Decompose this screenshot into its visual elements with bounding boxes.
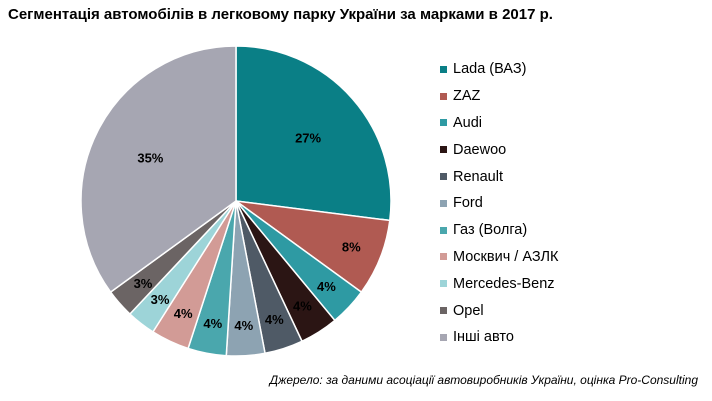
slice-label-9: 3%: [134, 276, 153, 291]
legend-label: Інші авто: [453, 329, 514, 346]
slice-label-0: 27%: [295, 130, 321, 145]
legend-swatch: [440, 333, 447, 341]
slice-label-1: 8%: [342, 240, 361, 255]
slice-label-2: 4%: [317, 279, 336, 294]
legend-swatch: [440, 65, 447, 73]
legend-label: Ford: [453, 195, 483, 212]
legend: Lada (ВАЗ) ZAZ Audi Daewoo Renault Ford Газ (В…: [440, 56, 558, 351]
slice-label-10: 35%: [137, 150, 163, 165]
slice-label-5: 4%: [234, 318, 253, 333]
legend-item-1: ZAZ: [440, 83, 558, 110]
legend-item-10: Інші авто: [440, 324, 558, 351]
slice-label-3: 4%: [293, 299, 312, 314]
legend-item-2: Audi: [440, 110, 558, 137]
legend-item-4: Renault: [440, 163, 558, 190]
legend-swatch: [440, 199, 447, 207]
legend-label: Audi: [453, 114, 483, 131]
legend-item-8: Mercedes-Benz: [440, 270, 558, 297]
legend-item-3: Daewoo: [440, 136, 558, 163]
legend-swatch: [440, 280, 447, 288]
legend-label: Газ (Волга): [453, 222, 528, 239]
legend-item-7: Москвич / АЗЛК: [440, 244, 558, 271]
slice-label-4: 4%: [265, 312, 284, 327]
legend-label: Mercedes-Benz: [453, 275, 555, 292]
legend-swatch: [440, 146, 447, 154]
pie-slice-0: [235, 45, 392, 222]
legend-swatch: [440, 253, 447, 261]
legend-label: Lada (ВАЗ): [453, 61, 527, 78]
slice-label-7: 4%: [174, 306, 193, 321]
legend-label: Renault: [453, 168, 503, 185]
legend-swatch: [440, 173, 447, 181]
legend-item-0: Lada (ВАЗ): [440, 56, 558, 83]
legend-label: ZAZ: [453, 88, 481, 105]
chart-title: Сегментація автомобілів в легковому парк…: [8, 6, 553, 23]
legend-label: Москвич / АЗЛК: [453, 248, 559, 265]
legend-swatch: [440, 226, 447, 234]
source-note: Джерело: за даними асоціації автовиробни…: [269, 373, 698, 387]
slice-label-8: 3%: [151, 292, 170, 307]
pie-slice-10: [80, 45, 237, 294]
legend-label: Daewoo: [453, 141, 507, 158]
legend-label: Opel: [453, 302, 484, 319]
legend-swatch: [440, 307, 447, 315]
legend-item-9: Opel: [440, 297, 558, 324]
slice-label-6: 4%: [203, 316, 222, 331]
legend-swatch: [440, 119, 447, 127]
legend-item-6: Газ (Волга): [440, 217, 558, 244]
legend-swatch: [440, 92, 447, 100]
legend-item-5: Ford: [440, 190, 558, 217]
